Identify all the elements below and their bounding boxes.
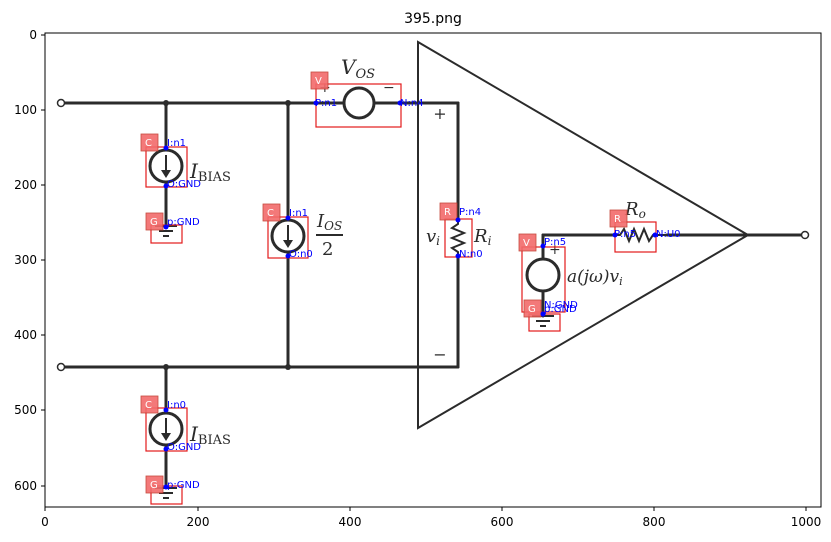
y-tick-label: 300 [14, 253, 37, 267]
svg-text:P:n1: P:n1 [315, 98, 337, 109]
ro-label: Ro [624, 199, 646, 221]
y-tick-label: 600 [14, 479, 37, 493]
ri-label: Ri [473, 226, 492, 248]
annotation-ibias-bottom: C I:n0 O:GND [140, 395, 201, 453]
vos-minus-sign: − [383, 80, 395, 96]
svg-text:G: G [150, 217, 158, 228]
svg-text:C: C [145, 400, 152, 411]
svg-text:R: R [614, 214, 621, 225]
annotation-ground-1: G p:GND [145, 212, 200, 244]
x-tick-label: 400 [339, 515, 362, 529]
svg-text:P:n4: P:n4 [459, 207, 481, 218]
annotation-ground-2: G p:GND [523, 299, 577, 332]
svg-text:V: V [523, 238, 530, 249]
figure-title: 395.png [404, 11, 462, 27]
ri-resistor [449, 220, 467, 255]
y-tick-label: 0 [29, 28, 37, 42]
ibias-bottom-label: IBIAS [189, 422, 231, 448]
svg-text:O:n0: O:n0 [289, 249, 313, 260]
y-tick-label: 100 [14, 103, 37, 117]
svg-text:V: V [315, 76, 322, 87]
x-tick-label: 200 [187, 515, 210, 529]
vi-label: vi [426, 226, 440, 248]
annotation-ground-3: G p:GND [145, 475, 200, 505]
svg-text:N:n4: N:n4 [400, 98, 424, 109]
gain-label: a(jω)vi [567, 267, 623, 288]
plot-frame [44, 32, 822, 508]
opamp-triangle [417, 40, 750, 430]
ibias-bottom-current-source [148, 411, 184, 447]
svg-text:G: G [150, 480, 158, 491]
svg-text:I:n1: I:n1 [167, 138, 186, 149]
svg-text:I:n1: I:n1 [289, 208, 308, 219]
annotation-vos: V P:n1 N:n4 [310, 71, 424, 128]
svg-text:C: C [267, 208, 274, 219]
vos-label: VOS [341, 55, 375, 82]
svg-text:I:n0: I:n0 [167, 400, 186, 411]
y-tick-label: 400 [14, 328, 37, 342]
ios-label-denominator: 2 [322, 239, 333, 260]
svg-text:G: G [528, 304, 536, 315]
annotation-ro: R P:n5 N:U0 [609, 209, 681, 253]
svg-text:p:GND: p:GND [544, 304, 577, 315]
y-tick-label: 200 [14, 178, 37, 192]
dependent-voltage-source [525, 257, 561, 293]
circuit-wires [59, 101, 807, 488]
svg-text:P:n5: P:n5 [614, 229, 636, 240]
svg-text:P:n5: P:n5 [544, 237, 566, 248]
ibias-top-label: IBIAS [189, 159, 231, 185]
ios-label-numerator: IOS [316, 211, 342, 233]
svg-text:p:GND: p:GND [167, 480, 200, 491]
opamp-plus-sign: + [433, 104, 446, 123]
svg-text:R: R [444, 207, 451, 218]
annotation-ibias-top: C I:n1 O:GND [140, 133, 201, 190]
annotation-ri: R P:n4 N:n0 [439, 202, 483, 260]
x-tick-label: 600 [491, 515, 514, 529]
vos-voltage-source [342, 86, 376, 120]
svg-text:C: C [145, 138, 152, 149]
x-tick-label: 1000 [791, 515, 822, 529]
x-axis: 0 200 400 600 800 1000 [41, 507, 821, 529]
svg-text:O:GND: O:GND [167, 442, 201, 453]
ro-resistor [615, 226, 667, 244]
y-axis: 0 100 200 300 400 500 600 [14, 28, 45, 493]
svg-text:N:U0: N:U0 [656, 229, 681, 240]
svg-text:N:GND: N:GND [544, 300, 578, 311]
svg-text:O:GND: O:GND [167, 179, 201, 190]
dep-plus-sign: + [549, 242, 561, 258]
opamp-minus-sign: − [433, 345, 446, 364]
svg-text:p:GND: p:GND [167, 217, 200, 228]
svg-text:N:n0: N:n0 [459, 249, 483, 260]
y-tick-label: 500 [14, 403, 37, 417]
x-tick-label: 0 [41, 515, 49, 529]
x-tick-label: 800 [643, 515, 666, 529]
terminals [56, 98, 810, 372]
annotation-ios: C I:n1 O:n0 [262, 203, 313, 260]
